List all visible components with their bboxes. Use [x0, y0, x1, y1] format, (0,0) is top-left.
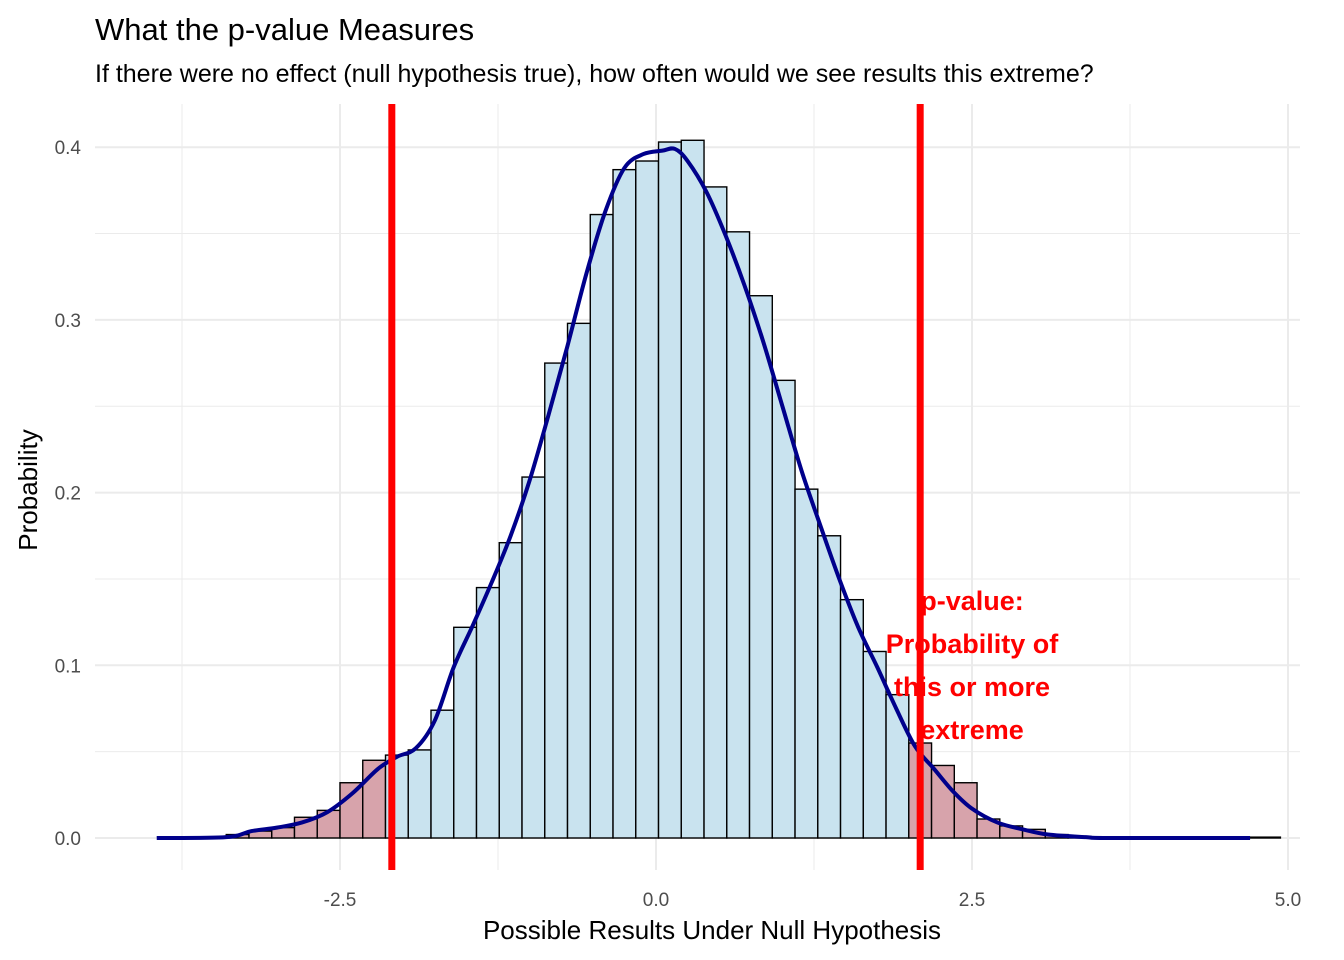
histogram-bar — [726, 231, 751, 839]
x-tick-label: 5.0 — [1275, 890, 1301, 911]
axis-layer: -2.5 0.0 2.5 5.0 0.0 0.1 0.2 0.3 0.4 — [55, 138, 1302, 911]
x-tick-label: 2.5 — [959, 890, 985, 911]
y-tick-label: 0.0 — [55, 829, 81, 850]
histogram-bar — [771, 379, 796, 839]
histogram-bar — [544, 362, 569, 839]
y-tick-label: 0.2 — [55, 484, 81, 505]
histogram-bar — [589, 213, 614, 839]
annotation-text-line: Probability of — [886, 629, 1060, 659]
x-axis-title: Possible Results Under Null Hypothesis — [483, 915, 941, 945]
bar-layer — [225, 139, 1282, 839]
x-tick-label: 0.0 — [643, 890, 669, 911]
histogram-bar — [498, 541, 523, 839]
histogram-bar — [566, 322, 591, 839]
y-tick-label: 0.3 — [55, 311, 81, 332]
histogram-bar — [430, 709, 455, 839]
histogram-bar — [657, 141, 682, 839]
y-axis-title: Probability — [13, 429, 43, 550]
annotation-text-line: extreme — [920, 715, 1024, 745]
x-tick-label: -2.5 — [324, 890, 357, 911]
histogram-bar — [635, 160, 660, 839]
annotation-text-line: this or more — [894, 672, 1050, 702]
annotation-text-line: p-value: — [920, 586, 1024, 616]
annotation-layer: p-value: Probability of this or more extrem… — [886, 586, 1060, 745]
histogram-bar — [703, 186, 728, 839]
histogram-bar — [407, 749, 432, 839]
y-tick-label: 0.4 — [55, 138, 82, 159]
histogram-bar — [612, 168, 637, 839]
chart-subtitle: If there were no effect (null hypothesis… — [95, 60, 1094, 88]
histogram-bar — [748, 295, 773, 839]
histogram-bar — [794, 488, 819, 839]
histogram-bar — [885, 693, 910, 839]
chart-title: What the p-value Measures — [95, 12, 475, 47]
histogram-bar — [521, 476, 546, 839]
histogram-bar — [817, 535, 842, 839]
critical-line-layer — [388, 104, 924, 870]
y-tick-label: 0.1 — [55, 656, 81, 677]
histogram-bar — [680, 139, 705, 839]
histogram-bar-tail — [930, 764, 956, 839]
histogram-bar — [475, 586, 500, 839]
histogram-bar-tail — [339, 782, 364, 839]
